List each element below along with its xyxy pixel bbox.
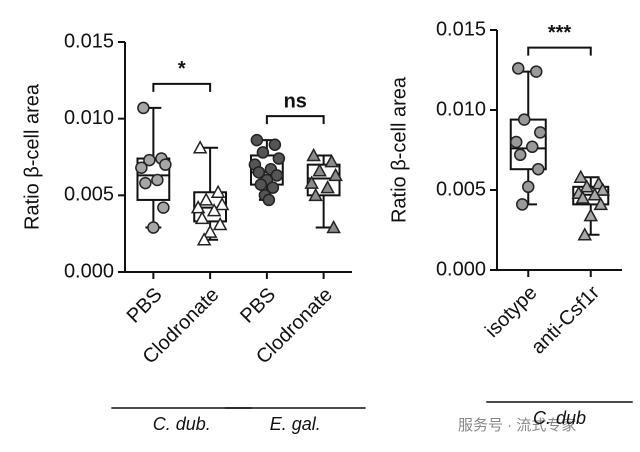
point <box>272 152 286 165</box>
point <box>198 192 214 206</box>
x-tick-label: PBS <box>123 284 167 328</box>
point <box>210 184 226 199</box>
y-axis-label: Ratio β-cell area <box>21 83 43 230</box>
point <box>252 166 266 179</box>
point <box>328 167 343 182</box>
significance-bracket <box>527 46 592 56</box>
point <box>135 161 148 174</box>
point <box>575 190 591 204</box>
point <box>308 187 323 202</box>
group-label: C. dub <box>533 408 586 428</box>
x-tick-label: anti-Csf1r <box>527 281 604 358</box>
point <box>196 232 212 246</box>
point <box>306 147 321 162</box>
watermark: 服务号 · 流式专家 <box>458 417 576 434</box>
point <box>577 227 593 241</box>
y-tick-label: 0.000 <box>64 260 114 282</box>
significance-bracket <box>152 82 212 92</box>
point <box>579 179 595 193</box>
significance-label: ns <box>284 90 307 112</box>
point <box>326 219 341 234</box>
point <box>526 140 539 154</box>
y-tick-label: 0.010 <box>436 98 486 120</box>
point <box>256 146 270 159</box>
point <box>266 181 280 194</box>
significance-label: * <box>178 58 186 80</box>
point <box>212 216 228 231</box>
significance-label: *** <box>548 22 572 44</box>
point <box>320 180 335 194</box>
point <box>250 133 264 147</box>
point <box>518 113 531 126</box>
point <box>587 187 603 201</box>
point <box>202 224 218 238</box>
point <box>304 175 319 189</box>
point <box>194 210 210 225</box>
point <box>532 162 545 176</box>
point <box>573 169 589 183</box>
y-tick-label: 0.015 <box>64 30 114 52</box>
point <box>254 178 268 191</box>
point <box>534 126 547 139</box>
group-label: E. gal. <box>270 414 321 434</box>
y-tick-label: 0.005 <box>436 178 486 200</box>
point <box>137 101 150 115</box>
point <box>522 180 535 194</box>
y-tick-label: 0.005 <box>64 184 114 206</box>
point <box>270 169 284 182</box>
point <box>516 198 529 211</box>
point <box>159 158 172 171</box>
point <box>324 154 339 168</box>
group-label: C. dub. <box>153 414 211 434</box>
point <box>262 193 276 207</box>
point <box>147 221 160 234</box>
x-tick-label: isotype <box>481 282 541 342</box>
y-axis-label: Ratio β-cell area <box>388 76 410 223</box>
y-tick-label: 0.010 <box>64 107 114 129</box>
point <box>190 200 206 214</box>
point <box>192 140 208 154</box>
point <box>157 201 170 214</box>
point <box>595 182 611 196</box>
point <box>510 135 523 149</box>
significance-bracket <box>265 115 325 125</box>
point <box>583 208 599 222</box>
point <box>151 173 164 187</box>
point <box>139 176 152 190</box>
point <box>268 138 282 151</box>
x-tick-label: PBS <box>236 284 280 328</box>
point <box>312 163 327 177</box>
point <box>143 153 156 167</box>
point <box>512 62 525 75</box>
point <box>514 148 527 162</box>
point <box>530 65 543 78</box>
point <box>593 196 609 211</box>
point <box>206 203 222 217</box>
point <box>214 196 230 211</box>
y-tick-label: 0.000 <box>436 258 486 280</box>
y-tick-label: 0.015 <box>436 18 486 40</box>
